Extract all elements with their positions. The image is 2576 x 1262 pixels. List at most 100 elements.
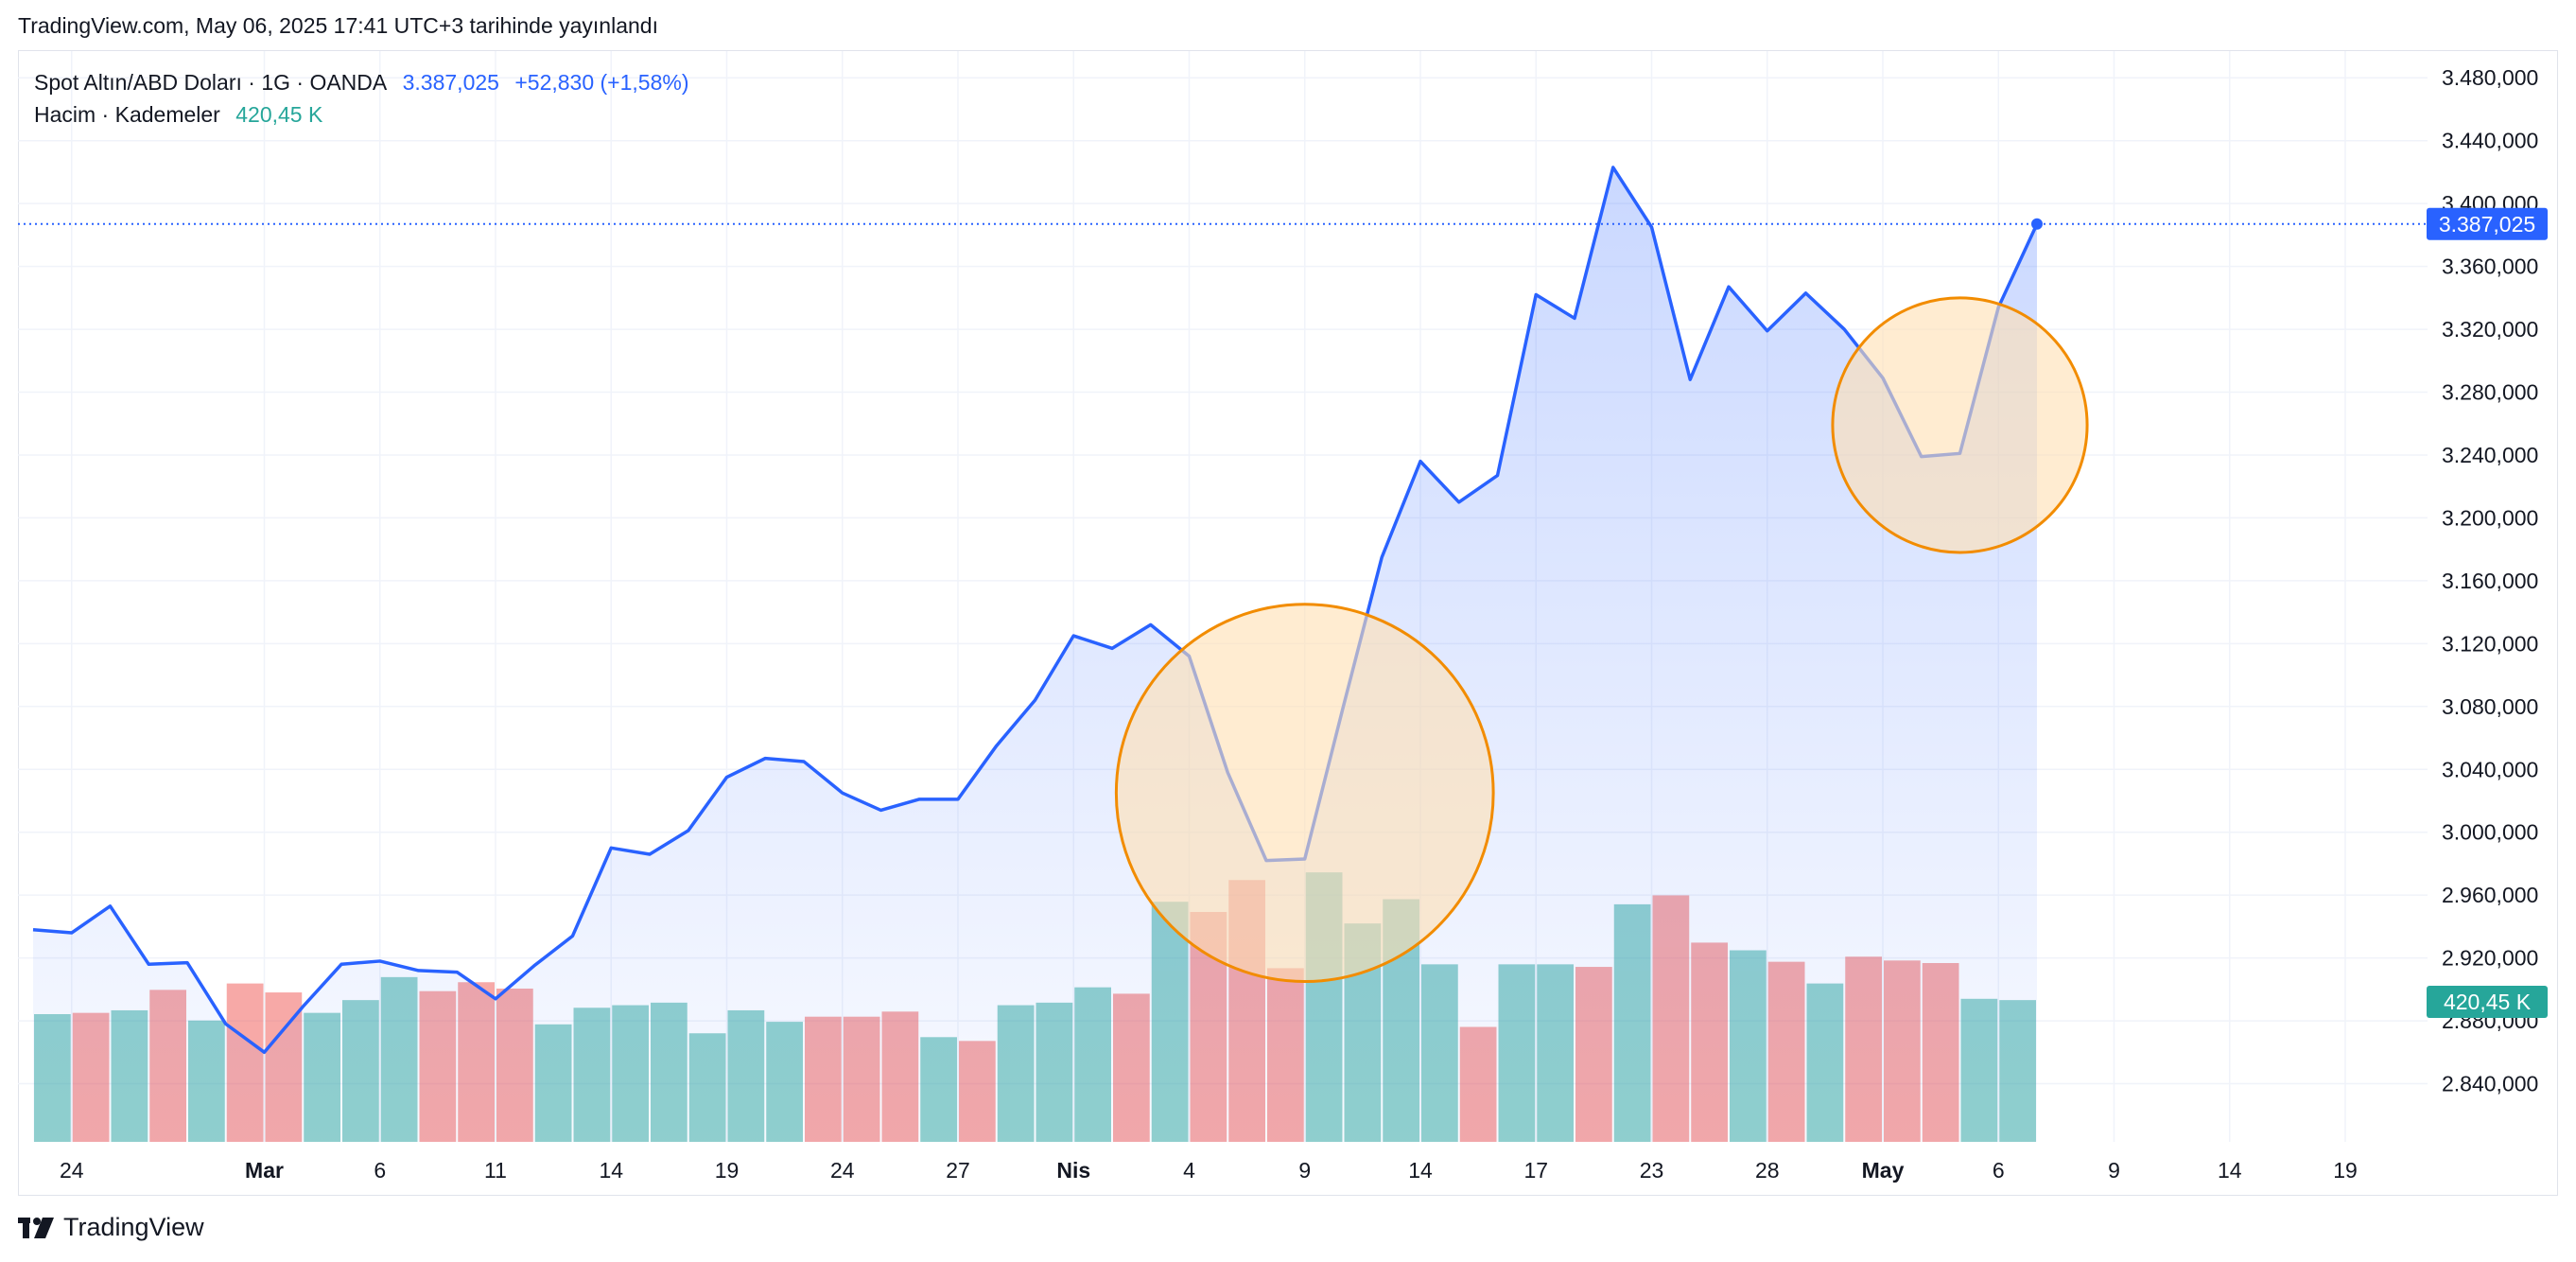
time-tick-label: 19: [715, 1158, 740, 1183]
price-point: [649, 852, 652, 855]
price-point: [1535, 293, 1538, 296]
time-tick-label: 23: [1640, 1158, 1664, 1183]
tradingview-logo-icon: [18, 1217, 54, 1238]
price-point: [764, 757, 767, 760]
price-tick-label: 3.120,000: [2442, 631, 2538, 656]
price-point: [1496, 474, 1499, 477]
price-point: [1650, 226, 1653, 229]
price-tick-label: 3.040,000: [2442, 757, 2538, 781]
price-tick-label: 3.440,000: [2442, 129, 2538, 153]
brand-name: TradingView: [63, 1213, 204, 1241]
price-point: [1728, 286, 1731, 289]
time-tick-label: 24: [830, 1158, 855, 1183]
price-point: [32, 928, 35, 931]
chart-frame: [18, 50, 2558, 1196]
time-tick-label: 24: [60, 1158, 84, 1183]
price-point: [302, 1006, 305, 1008]
volume-label[interactable]: Hacim · Kademeler: [34, 102, 220, 127]
time-tick-label: 14: [599, 1158, 623, 1183]
time-tick-label: 19: [2333, 1158, 2358, 1183]
price-point: [263, 1051, 266, 1054]
price-point: [378, 959, 381, 962]
time-tick-label: May: [1862, 1158, 1905, 1183]
price-point: [1574, 317, 1576, 320]
price-area-fill: [33, 167, 2037, 1142]
volume-value: 420,45 K: [235, 102, 323, 127]
price-point: [532, 964, 535, 967]
price-point: [1149, 623, 1152, 626]
price-tick-label: 3.240,000: [2442, 443, 2538, 467]
axis-tags: 3.387,025 420,45 K: [2427, 207, 2548, 1018]
price-point: [1381, 555, 1384, 558]
price-tick-label: 3.200,000: [2442, 505, 2538, 530]
price-point: [879, 809, 882, 812]
price-point: [1689, 378, 1692, 381]
price-point: [571, 935, 574, 938]
price-tick-label: 3.320,000: [2442, 317, 2538, 342]
price-point: [1072, 635, 1075, 638]
time-tick-label: 14: [2218, 1158, 2242, 1183]
time-axis: 24 Mar 6 11 14 19 24 27 Nis 4 9 14 17 23 28 May 6 9 14 19: [60, 1158, 2358, 1183]
price-point: [803, 760, 806, 762]
time-tick-label: 9: [1298, 1158, 1311, 1183]
price-tick-label: 3.080,000: [2442, 694, 2538, 719]
symbol-label[interactable]: Spot Altın/ABD Doları · 1G · OANDA: [34, 70, 388, 95]
price-tick-label: 3.000,000: [2442, 820, 2538, 845]
price-point: [1457, 500, 1460, 503]
price-point: [957, 798, 960, 800]
price-point: [1843, 328, 1846, 331]
price-tick-label: 2.840,000: [2442, 1072, 2538, 1096]
last-price-tag: 3.387,025: [2439, 212, 2535, 237]
price-change-value: +52,830 (+1,58%): [514, 70, 689, 95]
price-tick-label: 2.960,000: [2442, 883, 2538, 907]
highlight-circles: [1114, 296, 2089, 984]
price-point: [1419, 460, 1422, 463]
price-point: [1034, 699, 1036, 702]
tradingview-logo[interactable]: TradingView: [18, 1213, 204, 1242]
time-tick-label: 28: [1755, 1158, 1780, 1183]
volume-tag-bg: [2427, 986, 2548, 1018]
last-price-tag-bg: [2427, 207, 2548, 240]
price-tick-label: 3.160,000: [2442, 569, 2538, 593]
last-price-dot: [2031, 218, 2043, 230]
highlight-circle: [1114, 603, 1495, 984]
price-tick-label: 3.360,000: [2442, 254, 2538, 279]
price-tick-label: 2.920,000: [2442, 946, 2538, 971]
price-point: [1766, 329, 1768, 332]
time-tick-label: 14: [1408, 1158, 1433, 1183]
price-point: [725, 776, 728, 779]
price-point: [186, 961, 189, 964]
price-point: [109, 904, 112, 907]
price-point: [995, 745, 998, 747]
time-tick-label: 4: [1183, 1158, 1195, 1183]
publish-header: TradingView.com, May 06, 2025 17:41 UTC+…: [18, 13, 658, 38]
time-tick-label: 6: [374, 1158, 386, 1183]
price-point: [687, 830, 689, 833]
last-price-value: 3.387,025: [402, 70, 499, 95]
price-point: [1804, 291, 1807, 294]
price-point: [918, 798, 921, 800]
time-tick-label: 6: [1993, 1158, 2005, 1183]
price-point: [1611, 166, 1614, 168]
legend-symbol-row: Spot Altın/ABD Doları · 1G · OANDA 3.387…: [34, 66, 698, 98]
price-area: [32, 166, 2043, 1142]
highlight-circle: [1831, 296, 2089, 554]
price-point: [1111, 647, 1114, 650]
price-point: [610, 847, 613, 850]
price-point: [70, 932, 73, 935]
price-point: [148, 963, 150, 966]
price-point: [224, 1023, 227, 1025]
price-point: [456, 971, 459, 973]
price-point: [495, 997, 497, 1000]
time-tick-label: Mar: [245, 1158, 284, 1183]
price-point: [340, 963, 343, 966]
legend-volume-row: Hacim · Kademeler 420,45 K: [34, 98, 698, 131]
price-point: [417, 969, 420, 972]
price-tick-label: 3.480,000: [2442, 65, 2538, 90]
legend: Spot Altın/ABD Doları · 1G · OANDA 3.387…: [34, 66, 698, 131]
time-tick-label: Nis: [1056, 1158, 1090, 1183]
price-tick-label: 3.280,000: [2442, 380, 2538, 405]
price-line[interactable]: [32, 166, 2039, 1055]
price-point: [841, 792, 844, 795]
